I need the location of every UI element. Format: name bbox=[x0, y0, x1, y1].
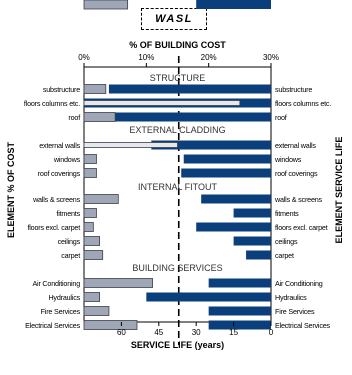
cost-bar bbox=[83, 306, 110, 316]
group-header: BUILDING SERVICES bbox=[132, 263, 222, 273]
row-label-left: Lift Services bbox=[43, 0, 80, 2]
life-bar bbox=[201, 194, 271, 204]
row-label-left: roof coverings bbox=[38, 169, 81, 178]
life-bar bbox=[151, 140, 271, 150]
row-label-right: carpet bbox=[275, 251, 294, 260]
row-label-left: carpet bbox=[61, 251, 80, 260]
cost-bar bbox=[83, 236, 100, 246]
cost-bar bbox=[83, 84, 107, 94]
cost-bar bbox=[83, 100, 241, 106]
row-label-right: floors columns etc. bbox=[275, 99, 331, 108]
row-label-left: Air Conditioning bbox=[32, 279, 80, 288]
row-label-right: Air Conditioning bbox=[275, 279, 323, 288]
life-bar bbox=[108, 84, 271, 94]
cost-bar bbox=[83, 222, 94, 232]
row-label-right: floors excl. carpet bbox=[275, 223, 328, 232]
row-label-right: walls & screens bbox=[274, 195, 323, 204]
row-label-right: Lift Services bbox=[275, 0, 312, 2]
bottom-tick-label: 45 bbox=[154, 328, 163, 337]
cost-bar bbox=[83, 320, 138, 330]
top-tick-label: 10% bbox=[138, 53, 154, 62]
cost-bar bbox=[83, 112, 116, 122]
life-bar bbox=[233, 236, 271, 246]
life-bar bbox=[181, 168, 271, 178]
life-bar bbox=[196, 0, 271, 9]
top-tick-label: 20% bbox=[201, 53, 217, 62]
life-bar bbox=[196, 222, 271, 232]
row-label-left: fitments bbox=[56, 209, 80, 218]
row-label-left: Fire Services bbox=[41, 307, 81, 316]
life-bar bbox=[183, 154, 271, 164]
cost-bar bbox=[83, 154, 97, 164]
row-label-right: Electrical Services bbox=[275, 321, 331, 330]
row-label-right: roof coverings bbox=[275, 169, 318, 178]
cost-bar bbox=[83, 250, 104, 260]
life-bar bbox=[208, 306, 271, 316]
row-label-right: fitments bbox=[275, 209, 299, 218]
row-label-right: Fire Services bbox=[275, 307, 315, 316]
row-label-right: roof bbox=[275, 113, 287, 122]
row-label-right: windows bbox=[274, 155, 302, 164]
group-header: STRUCTURE bbox=[150, 73, 206, 83]
cost-bar bbox=[83, 208, 97, 218]
row-label-right: ceilings bbox=[275, 237, 298, 246]
life-bar bbox=[208, 278, 271, 288]
left-axis-label: ELEMENT % OF COST bbox=[6, 142, 16, 239]
group-header: EXTERNAL CLADDING bbox=[129, 125, 225, 135]
life-bar bbox=[233, 208, 271, 218]
top-axis-label: % OF BUILDING COST bbox=[129, 40, 226, 50]
cost-bar bbox=[83, 168, 97, 178]
row-label-left: Hydraulics bbox=[48, 293, 80, 302]
cost-bar bbox=[83, 278, 153, 288]
cost-bar bbox=[83, 194, 119, 204]
chart-title: WASL bbox=[141, 8, 207, 30]
group-header: INTERNAL FITOUT bbox=[138, 182, 218, 192]
life-bar bbox=[146, 292, 271, 302]
row-label-left: roof bbox=[68, 113, 80, 122]
life-bar bbox=[111, 112, 271, 122]
row-label-left: substructure bbox=[43, 85, 80, 94]
life-bar bbox=[208, 320, 271, 330]
cost-bar bbox=[83, 292, 100, 302]
bottom-tick-label: 15 bbox=[229, 328, 238, 337]
cost-bar bbox=[83, 0, 129, 10]
row-label-left: floors columns etc. bbox=[24, 99, 80, 108]
cost-bar bbox=[83, 142, 178, 148]
row-label-left: floors excl. carpet bbox=[27, 223, 80, 232]
row-label-left: windows bbox=[53, 155, 81, 164]
row-label-right: external walls bbox=[275, 141, 316, 150]
row-label-right: substructure bbox=[275, 85, 312, 94]
top-tick-label: 30% bbox=[263, 53, 279, 62]
top-tick-label: 0% bbox=[78, 53, 90, 62]
right-axis-label: ELEMENT SERVICE LIFE bbox=[334, 137, 344, 244]
row-label-right: Hydraulics bbox=[275, 293, 307, 302]
bottom-tick-label: 60 bbox=[117, 328, 126, 337]
row-label-left: walls & screens bbox=[32, 195, 81, 204]
row-label-left: external walls bbox=[39, 141, 80, 150]
bottom-tick-label: 0 bbox=[269, 328, 274, 337]
bottom-axis-label: SERVICE LIFE (years) bbox=[131, 340, 224, 350]
bottom-tick-label: 30 bbox=[192, 328, 201, 337]
row-label-left: ceilings bbox=[58, 237, 81, 246]
row-label-left: Electrical Services bbox=[25, 321, 81, 330]
life-bar bbox=[246, 250, 271, 260]
